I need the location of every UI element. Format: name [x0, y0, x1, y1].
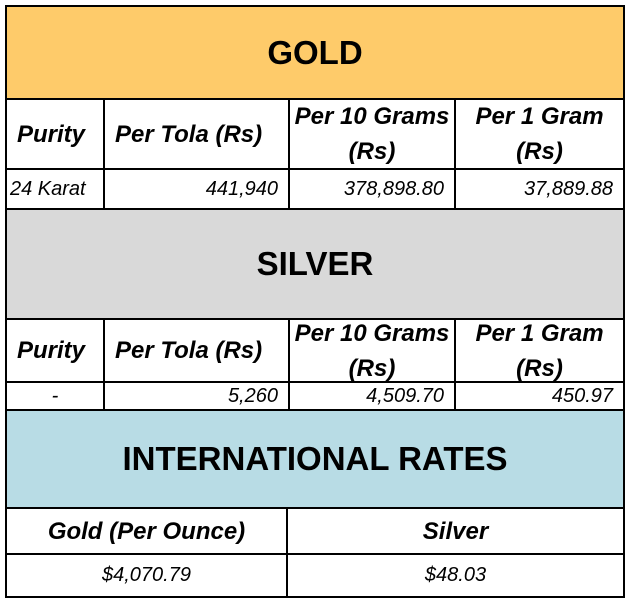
international-silver-value: $48.03 [424, 564, 487, 586]
gold-header-row: Purity Per Tola (Rs) Per 10 Grams (Rs) P… [7, 100, 623, 170]
silver-header-per-10-grams: Per 10 Grams (Rs) [290, 320, 456, 381]
silver-per-10-grams-value: 4,509.70 [290, 383, 456, 409]
silver-header-purity: Purity [7, 320, 105, 381]
international-header-gold: Gold (Per Ounce) [7, 509, 288, 553]
gold-value-row: 24 Karat 441,940 378,898.80 37,889.88 [7, 170, 623, 210]
silver-section-title: SILVER [7, 210, 623, 320]
rates-table: GOLD Purity Per Tola (Rs) Per 10 Grams (… [5, 5, 625, 598]
international-header-row: Gold (Per Ounce) Silver [7, 509, 623, 555]
gold-header-per-10-grams: Per 10 Grams (Rs) [290, 100, 456, 168]
gold-per-1-gram-value: 37,889.88 [524, 177, 613, 200]
gold-purity-value: 24 Karat [7, 170, 105, 208]
silver-header-row: Purity Per Tola (Rs) Per 10 Grams (Rs) P… [7, 320, 623, 383]
gold-header-per-tola: Per Tola (Rs) [105, 100, 290, 168]
gold-header-purity: Purity [7, 100, 105, 168]
gold-header-per-1-gram: Per 1 Gram (Rs) [475, 103, 604, 165]
silver-per-tola-value: 5,260 [105, 383, 290, 409]
silver-header-per-tola: Per Tola (Rs) [105, 320, 290, 381]
gold-per-10-grams-value: 378,898.80 [290, 170, 456, 208]
gold-section-title: GOLD [7, 7, 623, 100]
gold-per-tola-value: 441,940 [105, 170, 290, 208]
international-header-silver: Silver [422, 517, 489, 545]
silver-per-1-gram-value: 450.97 [551, 384, 613, 407]
international-section-title: INTERNATIONAL RATES [7, 411, 623, 509]
silver-header-per-1-gram: Per 1 Gram (Rs) [475, 320, 604, 381]
silver-purity-value: - [7, 383, 105, 409]
international-value-row: $4,070.79 $48.03 [7, 555, 623, 596]
international-gold-value: $4,070.79 [7, 555, 288, 596]
silver-value-row: - 5,260 4,509.70 450.97 [7, 383, 623, 411]
